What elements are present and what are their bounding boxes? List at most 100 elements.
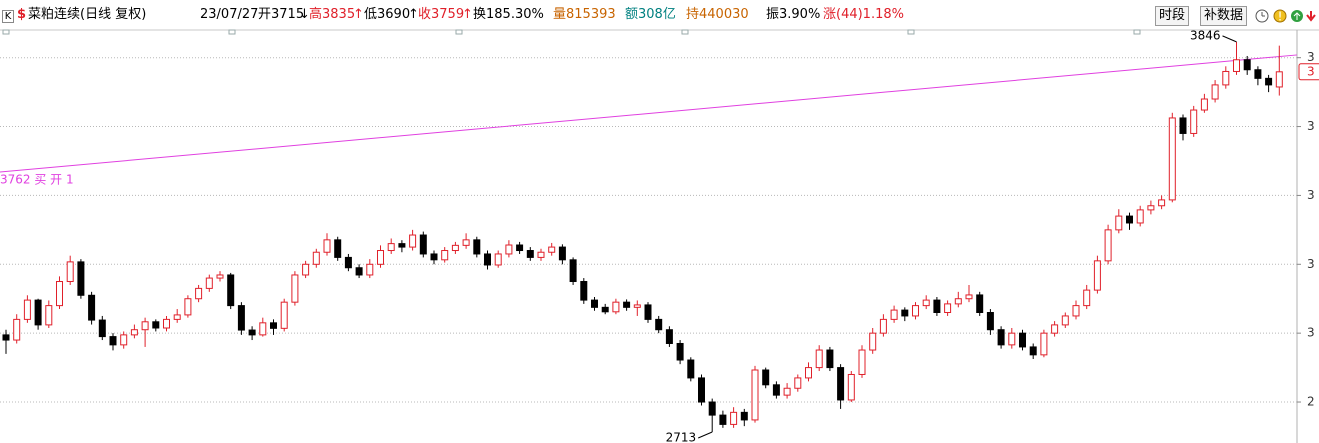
- arrow: ↑: [353, 7, 364, 22]
- candle-body: [163, 318, 170, 329]
- candle-body: [1136, 209, 1144, 224]
- candle-body: [869, 332, 877, 351]
- trend-line: [0, 54, 1298, 173]
- candle-body: [462, 239, 470, 246]
- button[interactable]: 补数据: [1200, 6, 1248, 26]
- arrow: ↑: [408, 7, 419, 22]
- candle-body: [1051, 324, 1059, 334]
- candle-body: [1104, 229, 1112, 262]
- candle-body: [1158, 199, 1166, 207]
- y-tick-label: 3: [1307, 50, 1315, 64]
- candle-body: [1233, 59, 1240, 72]
- candle-body: [280, 301, 288, 329]
- candle-body: [1211, 84, 1219, 100]
- candle-body: [526, 250, 534, 258]
- candle-body: [56, 281, 63, 307]
- last-price-label: 3: [1307, 64, 1315, 78]
- candle-body: [441, 250, 449, 261]
- candle-body: [1072, 305, 1080, 317]
- arrow: ↓: [299, 7, 310, 22]
- symbol-icon: $: [17, 7, 27, 22]
- candle-body: [1083, 289, 1091, 307]
- candle-body: [1147, 205, 1155, 211]
- low: 低3690: [364, 7, 411, 22]
- candle-body: [1019, 332, 1026, 348]
- candle-body: [1008, 332, 1016, 346]
- candle-body: [569, 259, 577, 283]
- candle-body: [355, 267, 363, 276]
- candle-body: [451, 244, 459, 252]
- candle-body: [494, 253, 502, 266]
- candle-body: [805, 367, 812, 379]
- candle-body: [130, 329, 138, 336]
- candle-body: [227, 274, 235, 307]
- candle-body: [259, 322, 267, 336]
- candle-body: [537, 251, 545, 258]
- candle-body: [772, 384, 780, 396]
- candle-body: [687, 359, 695, 379]
- candle-body: [1254, 69, 1262, 79]
- candle-body: [1029, 346, 1037, 356]
- candle-body: [473, 239, 481, 255]
- candle-body: [580, 281, 588, 301]
- y-tick-label: 2: [1307, 395, 1315, 409]
- candle-body: [173, 314, 181, 320]
- candle-body: [184, 298, 192, 316]
- candle-body: [633, 304, 641, 308]
- candle-body: [665, 329, 673, 344]
- title: 菜粕连续(日线 复权): [28, 7, 147, 22]
- candle-body: [837, 367, 845, 401]
- candle-body: [976, 294, 984, 313]
- candle-body: [66, 261, 74, 283]
- candle-body: [548, 246, 556, 253]
- candle-body: [954, 298, 962, 305]
- candle-body: [740, 411, 748, 421]
- candle-body: [505, 244, 513, 255]
- candle-body: [387, 243, 395, 252]
- candle-body: [216, 274, 224, 279]
- candle-body: [516, 244, 524, 252]
- candle-body: [366, 263, 374, 276]
- candle-body: [1179, 117, 1187, 134]
- candle-body: [944, 303, 952, 313]
- candle-body: [344, 256, 352, 269]
- candle-body: [334, 239, 342, 258]
- candle-body: [751, 369, 759, 421]
- candle-body: [1200, 98, 1208, 111]
- candle-body: [248, 329, 256, 336]
- annotation-label: 3846: [1190, 28, 1221, 42]
- candle-body: [484, 253, 491, 266]
- toolbar-icons: !: [1255, 9, 1316, 24]
- candle-body: [1265, 77, 1273, 86]
- high: 高3835: [309, 7, 356, 22]
- candle-body: [77, 261, 85, 296]
- candle-body: [783, 387, 791, 396]
- candle-body: [730, 411, 738, 425]
- candle-body: [23, 299, 31, 320]
- button[interactable]: 时段: [1155, 6, 1190, 26]
- candle-body: [826, 349, 834, 369]
- last-price-box: [1298, 63, 1319, 81]
- candle-body: [655, 318, 663, 331]
- candle-body: [965, 294, 973, 300]
- candle-body: [2, 334, 10, 341]
- trend-label: 3762 买 开 1: [0, 173, 74, 187]
- candle-body: [1093, 260, 1101, 291]
- annotation-leader: [1222, 35, 1237, 43]
- candle-body: [762, 369, 770, 386]
- candle-body: [558, 246, 566, 261]
- candle-body: [13, 318, 21, 341]
- candle-body: [933, 299, 941, 313]
- change: 涨(44)1.18%: [823, 7, 904, 22]
- amplitude: 振3.90%: [766, 7, 821, 22]
- candle-body: [591, 299, 598, 308]
- svg-text:!: !: [1278, 10, 1283, 24]
- candle-body: [34, 299, 42, 326]
- candle-body: [1275, 71, 1283, 88]
- candle-body: [890, 309, 898, 320]
- candle-body: [45, 305, 53, 326]
- k-button[interactable]: K: [2, 10, 14, 23]
- candle-body: [847, 373, 855, 401]
- candle-body: [291, 274, 299, 303]
